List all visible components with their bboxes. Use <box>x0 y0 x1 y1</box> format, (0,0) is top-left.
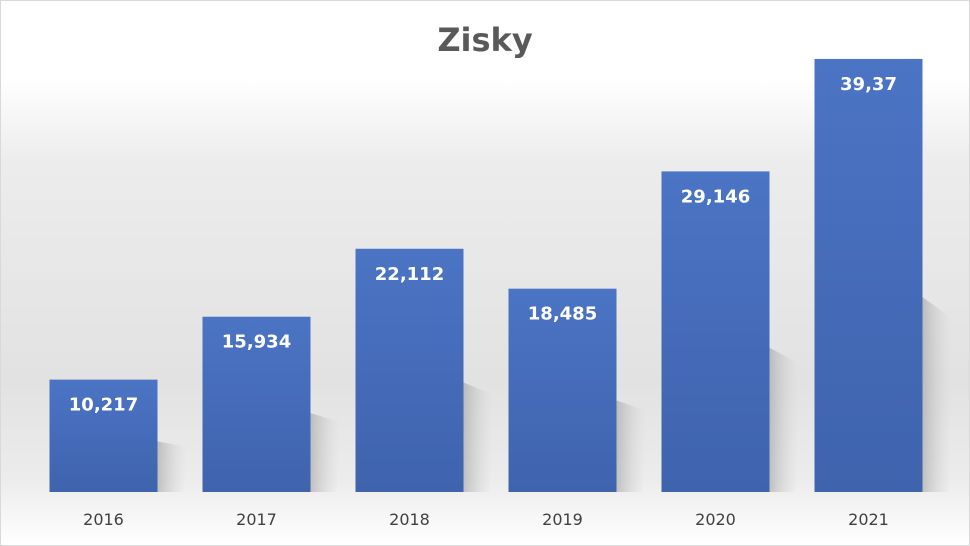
bar-2018 <box>355 248 464 492</box>
bar-2019 <box>508 288 617 492</box>
bar-shadow-2021 <box>922 297 953 492</box>
bar-2017 <box>202 316 311 492</box>
bar-2020 <box>661 171 770 493</box>
chart-title: Zisky <box>437 21 533 59</box>
data-label-2019: 18,485 <box>528 304 597 325</box>
bar-shadow-2017 <box>310 413 341 492</box>
data-label-2016: 10,217 <box>69 395 138 416</box>
x-tick-label-2020: 2020 <box>695 510 736 529</box>
bar-shadow-2019 <box>616 400 647 492</box>
bar-shadow-2018 <box>463 382 494 492</box>
x-tick-label-2017: 2017 <box>236 510 277 529</box>
bar-2016 <box>49 379 158 492</box>
data-label-2017: 15,934 <box>222 332 291 353</box>
bar-shadow-2016 <box>157 441 188 492</box>
x-tick-label-2021: 2021 <box>848 510 889 529</box>
x-tick-label-2016: 2016 <box>83 510 124 529</box>
data-label-2018: 22,112 <box>375 264 444 285</box>
bar-shadow-2020 <box>769 347 800 492</box>
x-tick-label-2018: 2018 <box>389 510 430 529</box>
x-tick-label-2019: 2019 <box>542 510 583 529</box>
data-label-2021: 39,37 <box>840 74 897 95</box>
bar-2021 <box>814 58 923 493</box>
data-label-2020: 29,146 <box>681 186 750 207</box>
